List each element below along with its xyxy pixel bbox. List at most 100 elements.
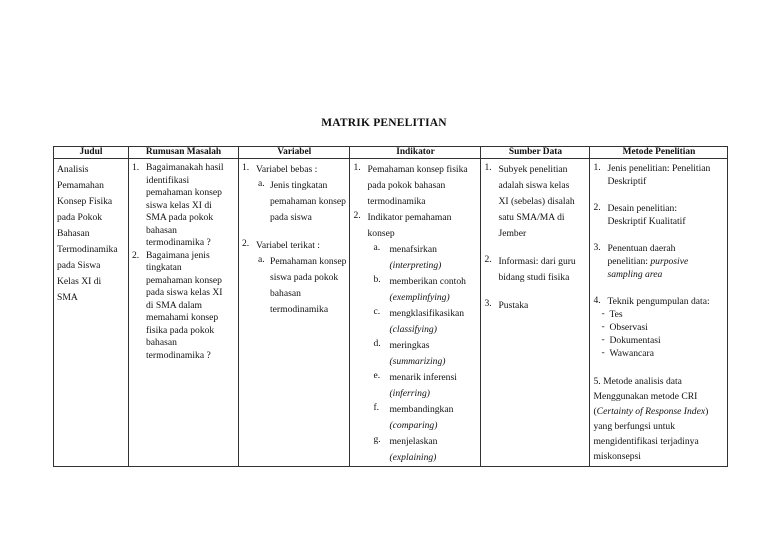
text-line: Kelas XI di [57, 274, 125, 290]
document-title: MATRIK PENELITIAN [321, 117, 447, 129]
list-marker: 2. [353, 210, 361, 221]
list-marker: e. [373, 370, 381, 381]
text-segment: Indikator pemahaman [367, 212, 452, 223]
text-segment: Desain penelitian: [607, 203, 678, 214]
cell-metode-penelitian: 1. Jenis penelitian: Penelitian Deskriptif… [589, 158, 729, 467]
text-segment: adalah siswa kelas [498, 180, 570, 191]
research-matrix-table: Judul Rumusan Masalah Variabel Indikator… [53, 146, 729, 467]
text-line: menafsirkan [389, 242, 477, 258]
text-segment: Deskriptif [607, 176, 647, 187]
list-item-text: Desain penelitian: Deskriptif Kualitatif [607, 202, 724, 228]
list-item-text: Pemahaman konsep siswa pada pokok bahasan t… [270, 254, 346, 318]
text-line: Observasi [609, 321, 724, 334]
list-marker: d. [373, 338, 381, 349]
list-item: 1. Variabel bebas : a. Jenis tingkatan pemah… [242, 162, 346, 226]
list-marker: c. [373, 306, 381, 317]
text-line: penelitian: purposive [607, 255, 724, 268]
list-marker: - [601, 321, 605, 332]
list-item-text: Jenis tingkatan pemahaman konsep pada sisw… [270, 178, 346, 226]
list-item-text: 5. Metode analisis data Menggunakan metod… [593, 374, 724, 464]
text-segment: Jember [498, 228, 527, 239]
text-line: pada pokok bahasan [367, 178, 477, 194]
text-segment: meringkas [389, 340, 430, 351]
text-line: (comparing) [389, 418, 477, 434]
text-line: Indikator pemahaman [367, 210, 477, 226]
text-line: Dokumentasi [609, 334, 724, 347]
italic-text: sampling area [607, 269, 663, 280]
italic-text: (interpreting) [389, 260, 442, 271]
list-marker: - [601, 347, 605, 358]
list-item-text: Bagaimana jenis tingkatan pemahaman konsep… [146, 250, 235, 363]
text-segment: Kelas XI di [57, 276, 102, 287]
list-marker: 4. [593, 295, 601, 306]
text-line: pada siswa kelas XI [146, 287, 235, 300]
text-segment: Pemahaman konsep fisika [367, 164, 468, 175]
text-segment: Dokumentasi [609, 335, 661, 346]
text-line: Deskriptif Kualitatif [607, 215, 724, 228]
text-segment: siswa pada pokok [270, 272, 339, 283]
list-item-text: mengklasifikasikan (classifying) [389, 306, 477, 338]
italic-text: (inferring) [389, 388, 430, 399]
sub-list-item: e. menarik inferensi (inferring) [373, 370, 477, 402]
text-segment: menjelaskan [389, 436, 438, 447]
text-line: bahasan [146, 225, 235, 238]
italic-text: (comparing) [389, 420, 438, 431]
list-item-text: Analisis Pemamahan Konsep Fisika pada Pokok… [57, 162, 125, 306]
header-metode-penelitian: Metode Penelitian [589, 146, 729, 159]
text-line: termodinamika ? [146, 350, 235, 363]
text-segment: XI (sebelas) disalah [498, 196, 575, 207]
italic-text: (exemplinfying) [389, 292, 450, 303]
list-item-text: Informasi: dari guru bidang studi fisika [498, 254, 586, 286]
text-segment: di SMA dalam [146, 299, 202, 311]
text-segment: Bagaimanakah hasil [146, 162, 224, 173]
text-line: bahasan [146, 337, 235, 350]
text-segment: Pustaka [498, 300, 529, 311]
list-item-text: membandingkan (comparing) [389, 402, 477, 434]
list-item: 2. Desain penelitian: Deskriptif Kualitati… [593, 202, 724, 228]
text-segment: termodinamika ? [146, 349, 211, 361]
header-judul: Judul [53, 146, 129, 159]
text-segment: identifikasi [146, 174, 190, 186]
italic-text: Certainty of Response Index [596, 406, 706, 417]
list-marker: f. [373, 402, 380, 413]
text-line: (classifying) [389, 322, 477, 338]
text-line: membandingkan [389, 402, 477, 418]
text-line: memberikan contoh [389, 274, 477, 290]
sub-list-item: d. meringkas (summarizing) [373, 338, 477, 370]
text-line: di SMA dalam [146, 300, 235, 313]
text-line: Penentuan daerah [607, 242, 724, 255]
text-line: Pemahaman konsep [270, 254, 346, 270]
text-line: SMA [57, 290, 125, 306]
text-segment: pada pokok bahasan [367, 180, 446, 191]
text-line: Konsep Fisika [57, 194, 125, 210]
list-item: Analisis Pemamahan Konsep Fisika pada Pokok… [57, 162, 125, 306]
header-rumusan-masalah: Rumusan Masalah [128, 146, 239, 159]
list-item-text: Bagaimanakah hasil identifikasi pemahaman … [146, 162, 235, 250]
text-segment: pada Pokok [57, 212, 103, 223]
text-line: termodinamika [367, 194, 477, 210]
text-segment: pada siswa kelas XI [146, 287, 223, 298]
header-variabel: Variabel [237, 146, 351, 159]
text-line: bahasan [270, 286, 346, 302]
list-marker: - [601, 308, 605, 319]
text-segment: Bagaimana jenis [146, 249, 210, 261]
text-line: Menggunakan metode CRI [593, 389, 724, 404]
list-item: 1. Pemahaman konsep fisika pada pokok baha… [353, 162, 477, 210]
text-line: identifikasi [146, 175, 235, 188]
list-item-text: meringkas (summarizing) [389, 338, 477, 370]
text-segment: Termodinamika [57, 244, 118, 255]
text-line: Termodinamika [57, 242, 125, 258]
text-segment: Informasi: dari guru [498, 256, 576, 267]
text-segment: miskonsepsi [593, 451, 641, 462]
text-line: SMA pada pokok [146, 212, 235, 225]
text-line: Variabel bebas : [256, 162, 346, 178]
sub-list-item: b. memberikan contoh (exemplinfying) [373, 274, 477, 306]
sub-list-item: f. membandingkan (comparing) [373, 402, 477, 434]
list-marker: 1. [353, 162, 361, 173]
list-marker: 1. [593, 162, 601, 173]
text-segment: termodinamika ? [146, 237, 211, 248]
list-item-text: Wawancara [609, 347, 724, 360]
text-line: Wawancara [609, 347, 724, 360]
list-item-text: Variabel bebas : a. Jenis tingkatan pemaham… [256, 162, 346, 226]
text-line: (summarizing) [389, 354, 477, 370]
